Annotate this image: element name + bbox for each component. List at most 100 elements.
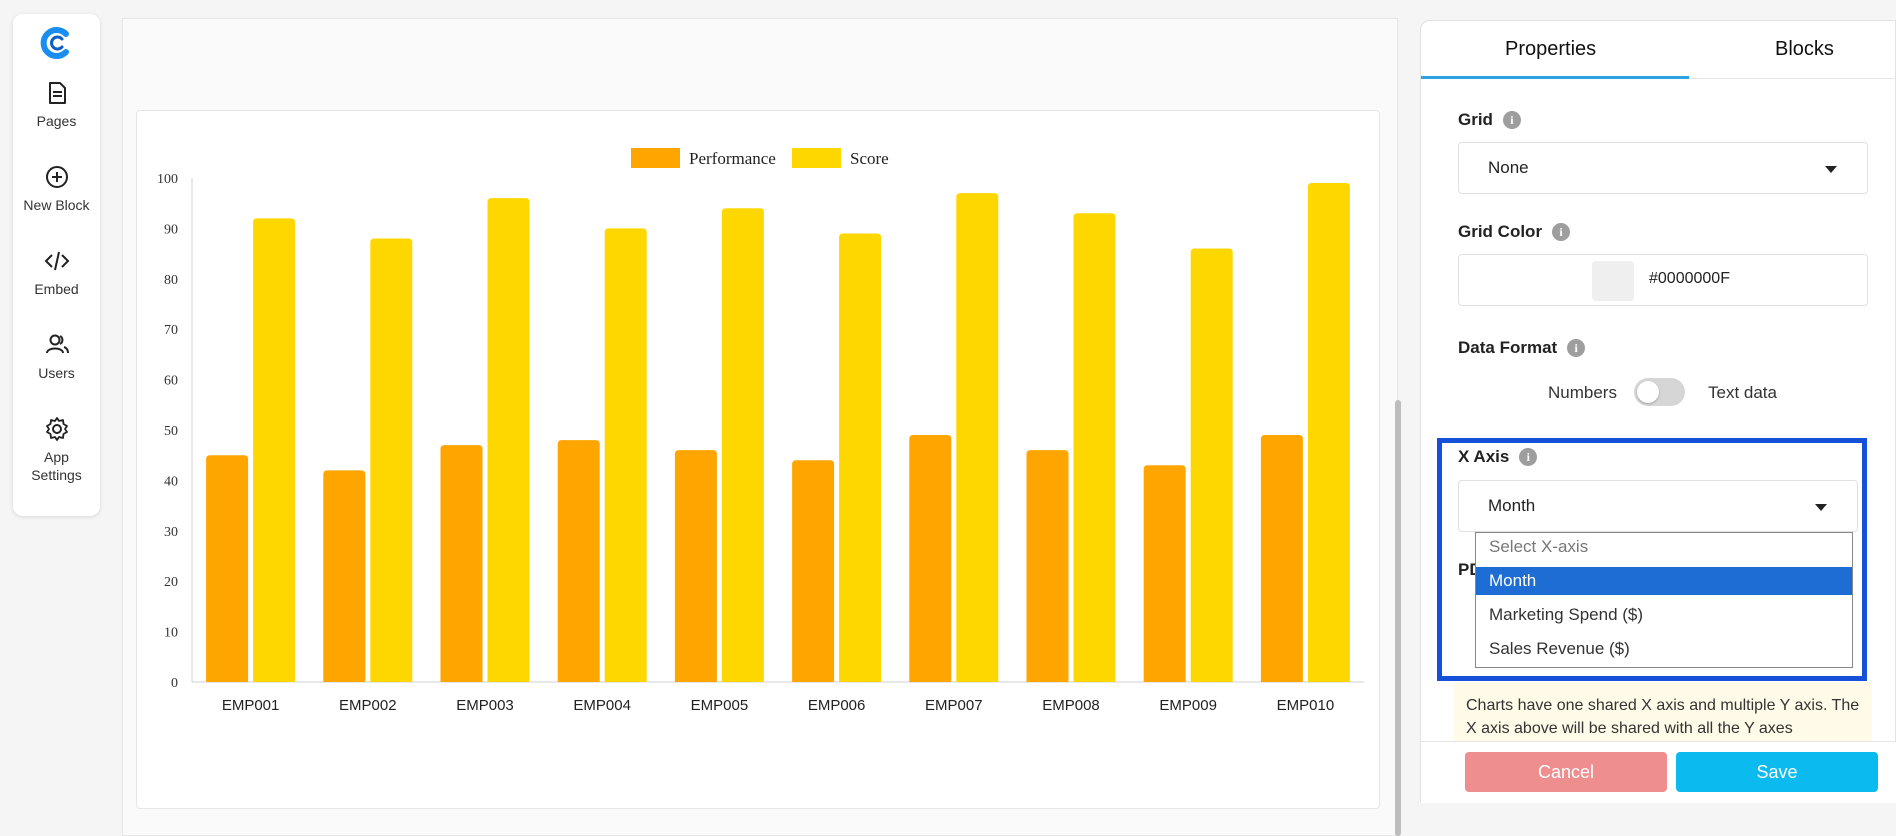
plus-circle-icon: [45, 166, 68, 188]
tab-blocks[interactable]: Blocks: [1775, 38, 1834, 60]
y-tick-label: 50: [164, 424, 178, 439]
info-icon[interactable]: i: [1552, 223, 1571, 241]
chevron-down-icon: [1815, 504, 1827, 511]
x-axis-dropdown-list: Select X-axis Month Marketing Spend ($) …: [1475, 532, 1853, 668]
bar-performance-emp008: [1026, 450, 1069, 682]
y-tick-label: 20: [164, 575, 178, 590]
document-icon: [48, 82, 66, 104]
x-axis-label-text: X Axis: [1458, 447, 1510, 466]
legend-swatch-performance: [631, 148, 680, 168]
grid-select-value: None: [1488, 158, 1529, 177]
y-tick-label: 10: [164, 626, 178, 641]
properties-panel: Properties Blocks Grid i None Grid Color…: [1420, 20, 1896, 803]
bar-performance-emp001: [206, 455, 249, 682]
bar-performance-emp010: [1260, 435, 1303, 682]
x-category-label: EMP001: [222, 697, 280, 714]
x-category-label: EMP002: [339, 697, 397, 714]
left-nav: Pages New Block Embed Users App: [13, 14, 100, 516]
nav-label-users: Users: [38, 365, 75, 381]
legend-label-performance: Performance: [689, 149, 776, 168]
bar-score-emp010: [1307, 183, 1350, 682]
x-category-label: EMP008: [1042, 697, 1100, 714]
nav-label-embed: Embed: [34, 281, 79, 297]
bar-score-emp008: [1073, 213, 1116, 682]
save-button[interactable]: Save: [1676, 752, 1878, 792]
legend-label-score: Score: [850, 149, 889, 168]
bar-score-emp004: [604, 228, 647, 682]
bar-performance-emp009: [1143, 465, 1186, 682]
y-tick-label: 70: [164, 323, 178, 338]
grid-label: Grid i: [1458, 110, 1521, 130]
y-tick-label: 60: [164, 374, 178, 389]
dropdown-option-placeholder[interactable]: Select X-axis: [1489, 537, 1589, 556]
x-axis-select-value: Month: [1488, 496, 1536, 515]
dropdown-option-sales-revenue[interactable]: Sales Revenue ($): [1489, 639, 1630, 658]
data-format-label-text: Data Format: [1458, 338, 1558, 357]
bar-score-emp007: [956, 193, 999, 682]
data-format-toggle-row: Numbers Text data: [1421, 378, 1896, 408]
numbers-option-label: Numbers: [1548, 383, 1617, 402]
nav-item-app-settings[interactable]: App Settings: [13, 416, 100, 484]
grid-color-label: Grid Color i: [1458, 222, 1571, 242]
y-tick-label: 80: [164, 273, 178, 288]
active-tab-indicator: [1421, 76, 1689, 79]
x-axis-label: X Axis i: [1458, 447, 1538, 467]
toggle-knob: [1637, 381, 1659, 403]
grid-color-picker[interactable]: #0000000F: [1458, 254, 1868, 306]
y-tick-label: 100: [157, 172, 178, 187]
nav-label-app-settings: App Settings: [31, 449, 82, 483]
bar-score-emp005: [721, 208, 764, 682]
dropdown-option-marketing-spend[interactable]: Marketing Spend ($): [1489, 605, 1644, 624]
dropdown-option-month[interactable]: Month: [1476, 567, 1852, 595]
bar-performance-emp007: [909, 435, 952, 682]
nav-item-embed[interactable]: Embed: [13, 248, 100, 298]
canvas-scrollbar[interactable]: [1395, 400, 1401, 836]
color-swatch[interactable]: [1592, 261, 1634, 301]
bar-score-emp006: [839, 233, 882, 682]
x-category-label: EMP005: [691, 697, 749, 714]
bar-performance-emp003: [440, 445, 483, 682]
canvas-area: 0 10 20 30 40 50 60 70 80 90 100 EMP001 EMP002 EMP003…: [122, 18, 1398, 836]
bar-performance-emp005: [674, 450, 717, 682]
data-format-toggle[interactable]: [1634, 378, 1685, 406]
chevron-down-icon: [1825, 166, 1837, 173]
grid-color-value: #0000000F: [1649, 270, 1730, 287]
bar-performance-emp002: [323, 470, 366, 682]
users-icon: [45, 334, 69, 354]
y-tick-label: 40: [164, 474, 178, 489]
bar-score-emp009: [1190, 248, 1233, 682]
x-category-label: EMP006: [808, 697, 866, 714]
bar-score-emp003: [487, 198, 530, 682]
panel-tabs: Properties Blocks: [1421, 21, 1896, 79]
bar-performance-emp004: [557, 440, 600, 682]
grid-select[interactable]: None: [1458, 142, 1868, 194]
x-category-label: EMP003: [456, 697, 514, 714]
app-logo-icon[interactable]: [40, 26, 72, 60]
info-icon[interactable]: i: [1502, 111, 1521, 129]
legend-swatch-score: [792, 148, 841, 168]
bar-chart: 0 10 20 30 40 50 60 70 80 90 100 EMP001 EMP002 EMP003…: [157, 148, 1364, 714]
x-category-label: EMP007: [925, 697, 983, 714]
x-category-label: EMP004: [573, 697, 631, 714]
text-data-option-label: Text data: [1708, 383, 1777, 402]
y-tick-label: 0: [171, 676, 178, 691]
info-icon[interactable]: i: [1519, 448, 1538, 466]
y-tick-label: 90: [164, 222, 178, 237]
x-axis-select[interactable]: Month: [1458, 480, 1858, 532]
info-icon[interactable]: i: [1567, 339, 1586, 357]
nav-item-new-block[interactable]: New Block: [13, 164, 100, 214]
data-format-label: Data Format i: [1458, 338, 1586, 358]
panel-footer: Cancel Save: [1421, 741, 1896, 803]
tab-properties[interactable]: Properties: [1505, 38, 1597, 60]
x-category-label: EMP009: [1159, 697, 1217, 714]
nav-label-pages: Pages: [36, 113, 77, 129]
chart-card[interactable]: 0 10 20 30 40 50 60 70 80 90 100 EMP001 EMP002 EMP003…: [136, 110, 1380, 809]
code-icon: [44, 251, 69, 271]
nav-item-pages[interactable]: Pages: [13, 80, 100, 130]
cancel-button[interactable]: Cancel: [1465, 752, 1667, 792]
gear-icon: [45, 417, 68, 441]
x-axis-highlight-frame: [1437, 438, 1867, 681]
x-category-label: EMP010: [1277, 697, 1335, 714]
nav-item-users[interactable]: Users: [13, 332, 100, 382]
bar-score-emp001: [253, 218, 296, 682]
